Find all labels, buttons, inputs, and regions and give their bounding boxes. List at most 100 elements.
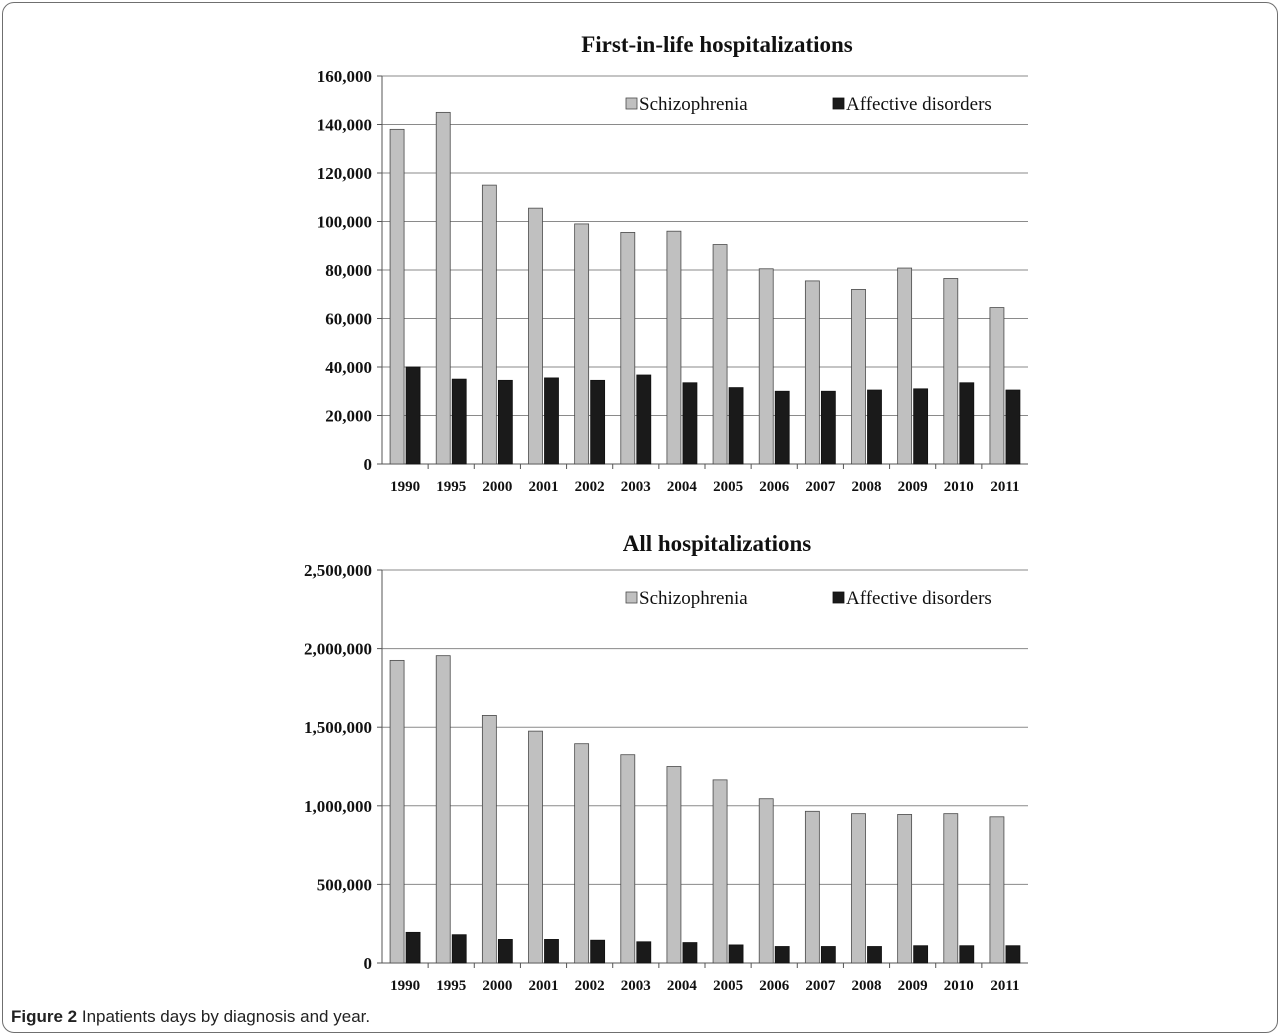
caption-label: Figure 2	[11, 1007, 78, 1026]
bar-schizophrenia-2006	[758, 268, 774, 465]
bar-affective-disorders-2008	[867, 946, 882, 964]
y-tick-label: 120,000	[317, 164, 372, 183]
x-tick-label: 2009	[898, 978, 928, 994]
bar-affective-disorders-1990	[405, 931, 421, 964]
bar-affective-disorders-2000	[497, 379, 513, 465]
x-tick-label: 2001	[529, 978, 559, 994]
bar-schizophrenia-1990	[389, 659, 405, 964]
bar-affective-disorders-1990	[405, 366, 421, 465]
x-tick-label: 2006	[759, 479, 790, 495]
bar-affective-disorders-2011	[1005, 389, 1021, 465]
bar-schizophrenia-2001	[528, 207, 543, 465]
bar-schizophrenia-2008	[851, 813, 866, 964]
bar-schizophrenia-2011	[989, 307, 1005, 465]
legend-label-affective-disorders: Affective disorders	[846, 588, 992, 609]
x-tick-label: 2006	[759, 978, 790, 994]
bar-affective-disorders-2008	[867, 389, 882, 465]
bar-affective-disorders-2002	[590, 939, 606, 964]
y-tick-label: 2,500,000	[304, 561, 372, 580]
figure-caption: Figure 2 Inpatients days by diagnosis an…	[11, 1007, 370, 1027]
bar-schizophrenia-1995	[435, 655, 451, 964]
x-tick-label: 2008	[852, 479, 882, 495]
bar-schizophrenia-1995	[435, 111, 451, 465]
bar-schizophrenia-2004	[666, 766, 682, 964]
x-tick-label: 2002	[575, 479, 605, 495]
y-tick-label: 0	[364, 954, 373, 973]
bar-schizophrenia-2003	[620, 232, 636, 465]
bar-affective-disorders-2010	[959, 382, 975, 465]
bar-affective-disorders-2006	[774, 946, 790, 964]
bar-schizophrenia-2006	[758, 798, 774, 964]
bar-schizophrenia-2010	[943, 278, 959, 465]
x-tick-label: 2000	[482, 479, 512, 495]
x-tick-label: 2004	[667, 479, 698, 495]
bar-schizophrenia-2010	[943, 813, 959, 964]
legend-swatch-affective-disorders	[832, 591, 845, 604]
legend-label-affective-disorders: Affective disorders	[846, 94, 992, 115]
x-tick-label: 2011	[990, 978, 1019, 994]
bar-affective-disorders-2009	[913, 945, 929, 964]
bar-affective-disorders-2002	[590, 379, 606, 465]
bar-schizophrenia-2004	[666, 230, 682, 465]
legend-label-schizophrenia: Schizophrenia	[639, 588, 748, 609]
bar-schizophrenia-2009	[897, 267, 913, 465]
x-tick-label: 2009	[898, 479, 928, 495]
legend-swatch-schizophrenia	[625, 97, 638, 110]
y-tick-label: 40,000	[325, 358, 372, 377]
bar-affective-disorders-2006	[774, 390, 790, 465]
caption-text: Inpatients days by diagnosis and year.	[77, 1007, 371, 1026]
y-tick-label: 1,500,000	[304, 718, 372, 737]
bar-affective-disorders-2007	[820, 390, 836, 465]
x-tick-label: 2002	[575, 978, 605, 994]
bar-affective-disorders-1995	[451, 934, 467, 964]
chart-all-hospitalizations: All hospitalizations 0 500,000 1,000,000 1,5…	[304, 531, 1028, 994]
x-tick-label: 2001	[529, 479, 559, 495]
x-tick-label: 2005	[713, 479, 743, 495]
bar-affective-disorders-2000	[497, 939, 513, 964]
y-tick-label: 1,000,000	[304, 797, 372, 816]
x-tick-label: 1995	[436, 479, 466, 495]
x-tick-label: 2000	[482, 978, 512, 994]
y-tick-label: 100,000	[317, 213, 372, 232]
bar-schizophrenia-2002	[574, 743, 590, 964]
legend-swatch-affective-disorders	[832, 97, 845, 110]
bar-affective-disorders-2004	[682, 382, 698, 465]
bar-affective-disorders-2005	[728, 944, 744, 964]
bar-schizophrenia-2005	[712, 244, 728, 465]
x-tick-label: 2004	[667, 978, 698, 994]
x-tick-label: 2005	[713, 978, 743, 994]
x-tick-label: 2010	[944, 479, 974, 495]
chart-first-in-life: First-in-life hospitalizations 0 20,000 40,…	[317, 32, 1028, 495]
x-tick-label: 2003	[621, 978, 651, 994]
bar-schizophrenia-2008	[851, 288, 866, 465]
chart-title: First-in-life hospitalizations	[581, 32, 853, 57]
bar-affective-disorders-2007	[820, 946, 836, 964]
chart-title: All hospitalizations	[623, 531, 812, 556]
bar-affective-disorders-2001	[544, 377, 559, 465]
legend-swatch-schizophrenia	[625, 591, 638, 604]
x-tick-label: 2003	[621, 479, 651, 495]
x-tick-label: 2011	[990, 479, 1019, 495]
bar-affective-disorders-2011	[1005, 945, 1021, 964]
bar-schizophrenia-2007	[804, 810, 820, 964]
bar-schizophrenia-2000	[481, 184, 497, 465]
y-tick-label: 0	[364, 455, 373, 474]
x-tick-label: 1995	[436, 978, 466, 994]
bar-affective-disorders-2003	[636, 941, 652, 964]
y-tick-label: 20,000	[325, 407, 372, 426]
y-tick-label: 80,000	[325, 261, 372, 280]
bar-schizophrenia-1990	[389, 128, 405, 465]
bar-affective-disorders-2001	[544, 939, 559, 964]
y-tick-label: 500,000	[317, 875, 372, 894]
bar-schizophrenia-2005	[712, 779, 728, 964]
x-tick-label: 2008	[852, 978, 882, 994]
bar-schizophrenia-2000	[481, 715, 497, 964]
x-tick-label: 2007	[805, 479, 836, 495]
bar-schizophrenia-2001	[528, 730, 543, 964]
x-tick-label: 2010	[944, 978, 974, 994]
bar-affective-disorders-2010	[959, 945, 975, 964]
bar-schizophrenia-2002	[574, 223, 590, 465]
bar-affective-disorders-2004	[682, 942, 698, 964]
bar-schizophrenia-2003	[620, 754, 636, 964]
